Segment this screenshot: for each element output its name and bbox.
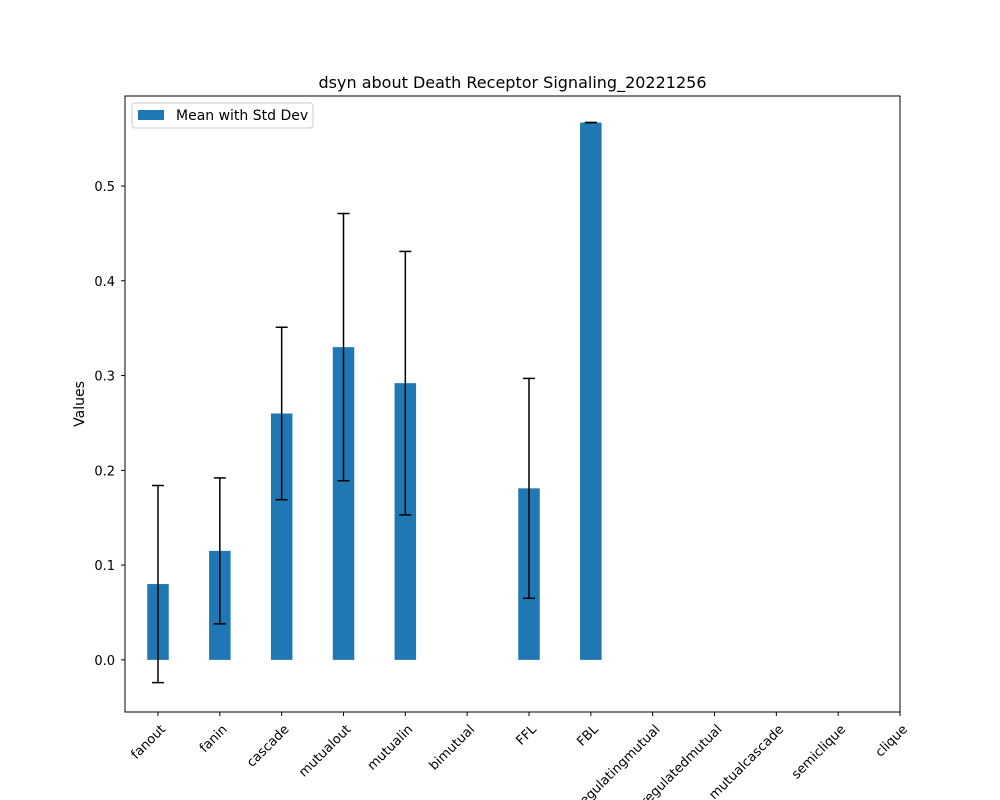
y-tick-label-0.4: 0.4 (94, 275, 115, 290)
x-tick-label-semiclique: semiclique (789, 722, 849, 782)
x-tick-label-fanout: fanout (128, 722, 168, 762)
x-tick-label-clique: clique (873, 722, 911, 760)
y-tick-label-0.2: 0.2 (94, 464, 115, 479)
y-axis: 0.0 0.1 0.2 0.3 0.4 0.5 (94, 180, 125, 669)
x-tick-label-bimutual: bimutual (427, 722, 478, 773)
legend-swatch (138, 110, 164, 120)
y-tick-label-0.1: 0.1 (94, 559, 115, 574)
axes-frame (124, 95, 901, 713)
y-tick-label-0.0: 0.0 (94, 654, 115, 669)
x-tick-label-cascade: cascade (244, 722, 292, 770)
legend-label: Mean with Std Dev (176, 108, 308, 124)
x-tick-label-fanin: fanin (197, 722, 231, 756)
y-axis-label: Values (72, 381, 88, 427)
x-tick-label-mutualin: mutualin (365, 722, 416, 773)
legend: Mean with Std Dev (131, 102, 314, 129)
x-tick-label-FFL: FFL (514, 722, 541, 749)
bar-cascade (270, 413, 293, 660)
bar-FBL (580, 122, 602, 660)
x-tick-label-mutualout: mutualout (296, 722, 354, 780)
plot-area (147, 121, 602, 684)
y-tick-label-0.3: 0.3 (94, 370, 115, 385)
x-axis: fanout fanin cascade mutualout mutualin bimut… (128, 712, 911, 800)
x-tick-label-FBL: FBL (574, 722, 602, 750)
bar-mutualout (332, 347, 355, 660)
chart-title: dsyn about Death Receptor Signaling_2022… (319, 73, 707, 93)
bar-mutualin (394, 383, 417, 660)
legend-box (131, 102, 314, 129)
y-tick-label-0.5: 0.5 (94, 180, 115, 195)
